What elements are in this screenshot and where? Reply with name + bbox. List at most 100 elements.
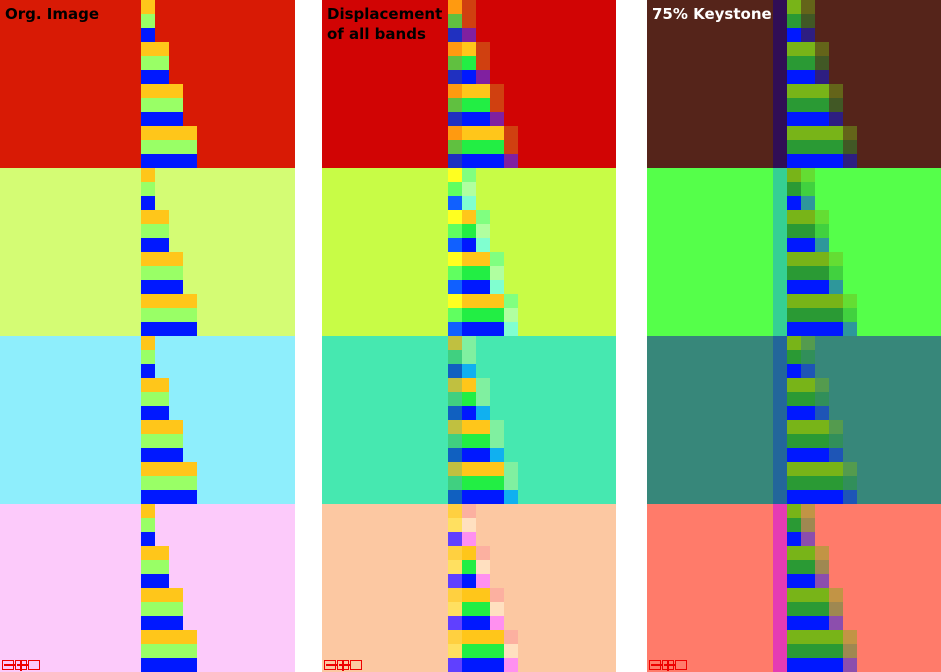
pixel-band [773,126,787,140]
pixel-band [504,490,518,504]
pixel-band [829,98,843,112]
pixel-band [801,532,815,546]
pixel-band [141,98,183,112]
pixel-band [448,364,462,378]
pixel-band [448,98,462,112]
pixel-band [773,322,787,336]
pixel-band [829,616,843,630]
pixel-band [829,602,843,616]
pixel-band [504,322,518,336]
pixel-band [448,238,462,252]
pixel-band [773,14,787,28]
pixel-band [462,56,476,70]
pixel-band [787,616,829,630]
pixel-band [787,658,843,672]
pixel-band [801,196,815,210]
pixel-band [141,224,169,238]
image-block [0,504,295,672]
pixel-band [787,588,829,602]
image-block [0,336,295,504]
pixel-band [787,602,829,616]
pixel-band [448,560,462,574]
panel-title: Org. Image [5,4,99,24]
pixel-band [448,0,462,14]
pixel-band [490,448,504,462]
pixel-band [815,210,829,224]
pixel-band [773,392,787,406]
pixel-band [815,406,829,420]
pixel-band [141,518,155,532]
pixel-band [829,252,843,266]
pixel-band [476,392,490,406]
pixel-band [787,154,843,168]
pixel-band [787,406,815,420]
pixel-band [141,434,183,448]
pixel-band [462,378,476,392]
zoom-icons [324,660,362,671]
pixel-band [448,266,462,280]
pixel-band [787,84,829,98]
pixel-band [787,504,801,518]
pixel-band [462,490,504,504]
pixel-band [448,420,462,434]
pixel-band [462,182,476,196]
pixel-band [462,210,476,224]
pixel-band [462,364,476,378]
pixel-band [462,196,476,210]
pixel-band [787,98,829,112]
pixel-band [815,378,829,392]
pixel-band [141,602,183,616]
pixel-band [141,322,197,336]
pixel-band [815,42,829,56]
pixel-band [141,238,169,252]
pixel-band [815,546,829,560]
pixel-band [141,574,169,588]
pixel-band [476,238,490,252]
pixel-band [490,616,504,630]
pixel-band [448,462,462,476]
icon-minus [324,660,338,670]
pixel-band [448,182,462,196]
pixel-band [815,238,829,252]
pixel-band [787,252,829,266]
pixel-band [462,308,504,322]
pixel-band [773,154,787,168]
pixel-band [448,476,462,490]
pixel-band [773,252,787,266]
pixel-band [462,574,476,588]
pixel-band [773,378,787,392]
pixel-band [773,420,787,434]
pixel-band [773,448,787,462]
image-block [647,0,941,168]
pixel-band [787,350,801,364]
pixel-band [141,392,169,406]
pixel-band [787,392,815,406]
pixel-band [773,574,787,588]
pixel-band [504,294,518,308]
pixel-band [787,140,843,154]
pixel-band [773,182,787,196]
pixel-band [141,252,183,266]
pixel-band [773,658,787,672]
pixel-band [815,70,829,84]
pixel-band [462,14,476,28]
pixel-band [141,168,155,182]
pixel-band [448,196,462,210]
zoom-icons [649,660,687,671]
pixel-band [773,602,787,616]
pixel-band [462,266,490,280]
pixel-band [787,518,801,532]
pixel-band [773,434,787,448]
pixel-band [141,266,183,280]
pixel-band [773,364,787,378]
pixel-band [490,280,504,294]
pixel-band [462,546,476,560]
pixel-band [773,140,787,154]
pixel-band [141,280,183,294]
pixel-band [773,98,787,112]
pixel-band [773,0,787,14]
pixel-band [448,14,462,28]
pixel-band [141,210,169,224]
pixel-band [448,308,462,322]
pixel-band [141,588,183,602]
